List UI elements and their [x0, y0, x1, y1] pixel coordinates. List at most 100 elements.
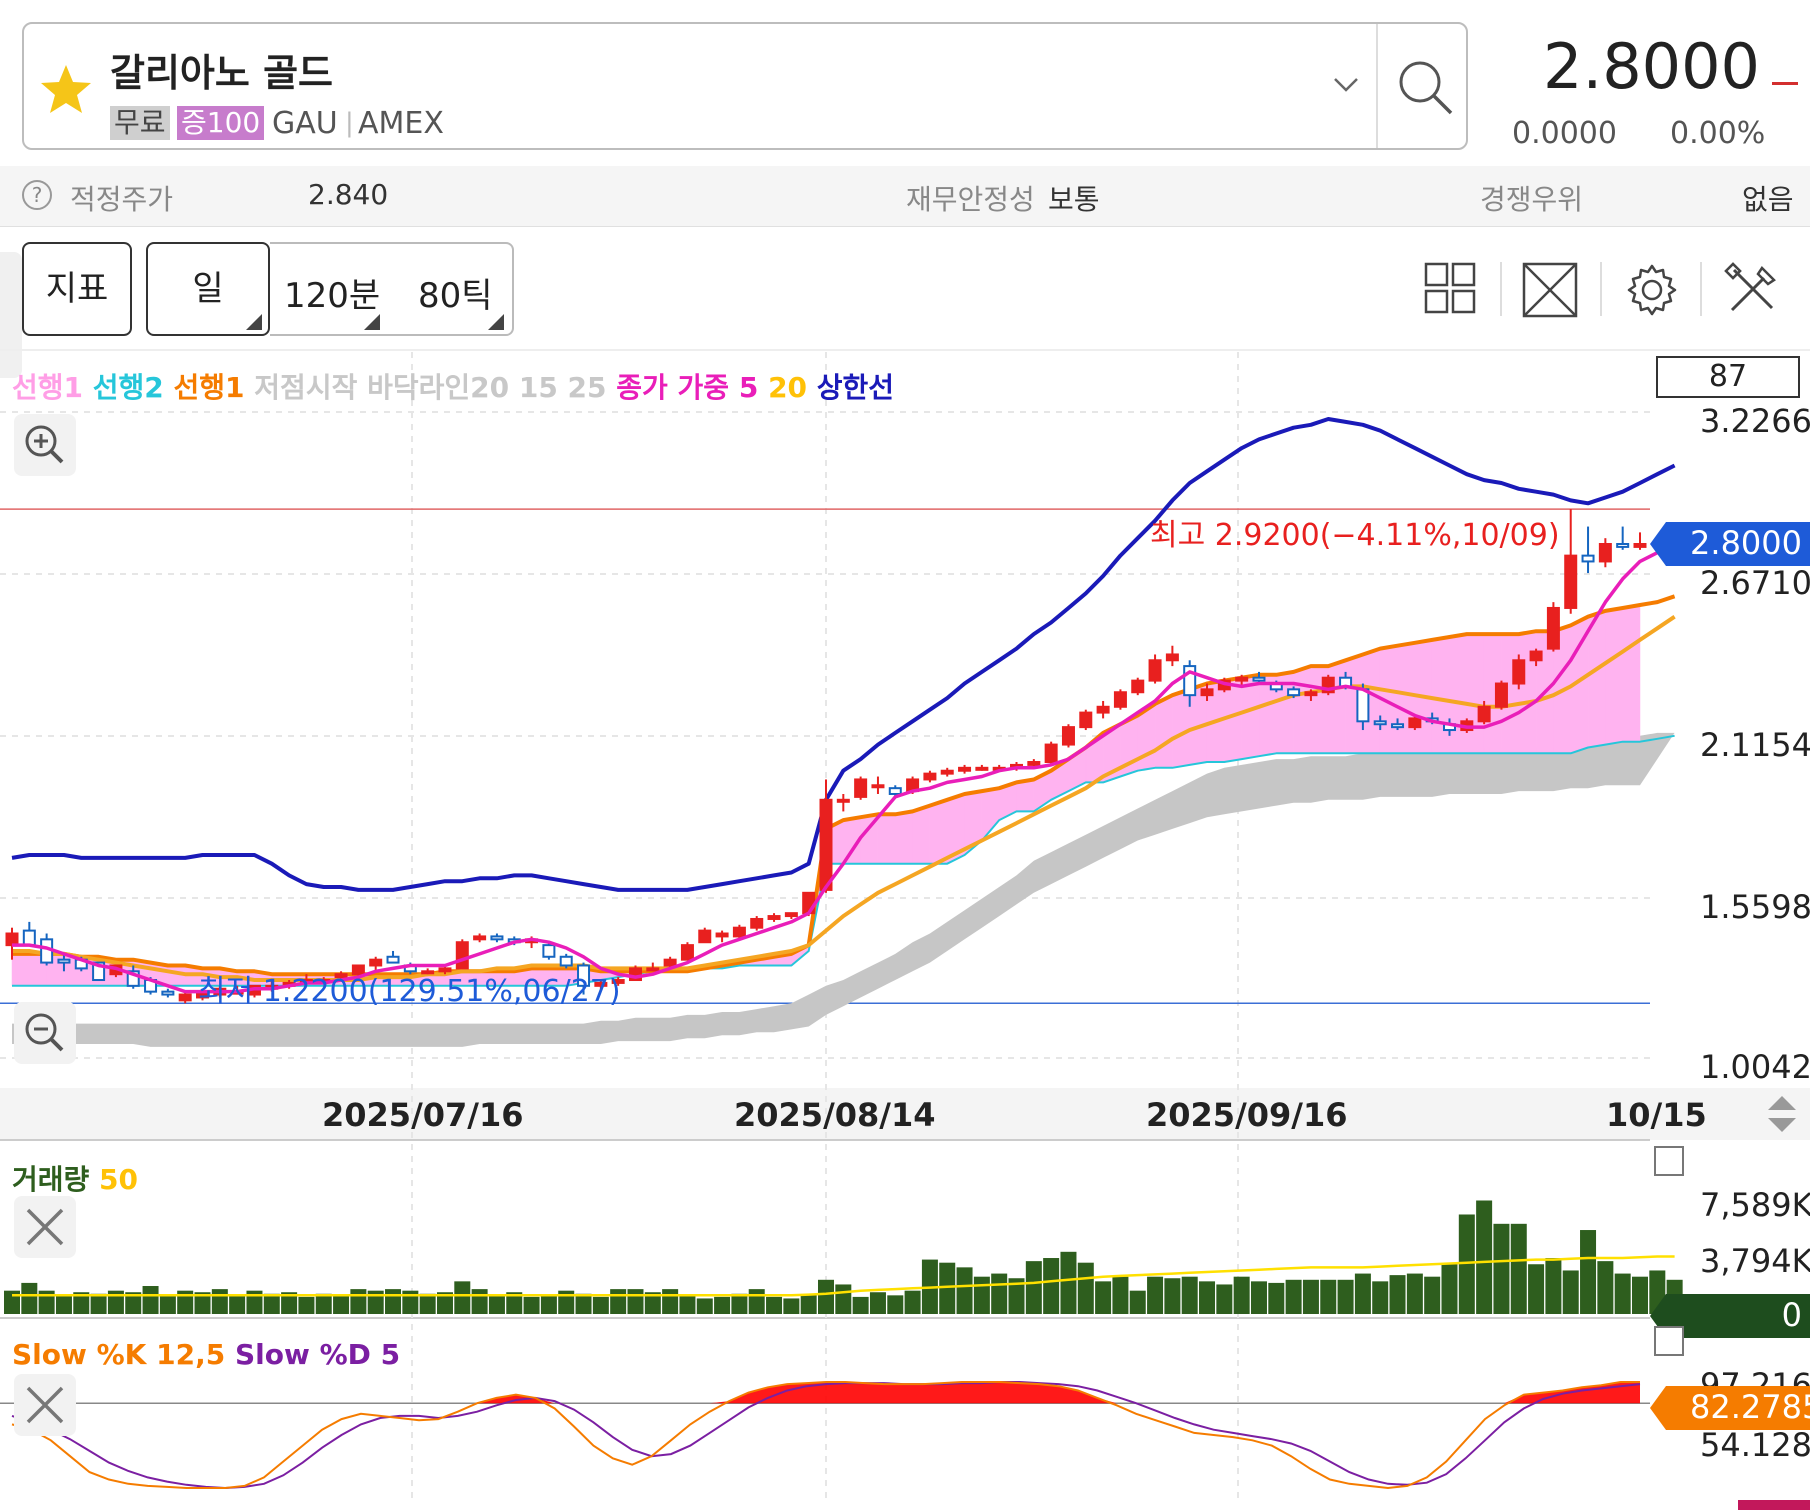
zoom-in-icon[interactable]	[14, 414, 76, 476]
volume-bar	[783, 1298, 800, 1314]
separator: |	[345, 108, 354, 138]
volume-bar	[644, 1292, 661, 1314]
candle-body	[975, 766, 989, 771]
volume-bar	[298, 1296, 315, 1314]
volume-bar	[1199, 1281, 1216, 1314]
zoom-out-icon[interactable]	[14, 1002, 76, 1064]
candle-body	[1321, 676, 1335, 694]
volume-bar	[55, 1295, 72, 1314]
candle-body	[1546, 606, 1560, 650]
volume-bar	[991, 1273, 1008, 1314]
volume-bar	[523, 1296, 540, 1314]
close-icon[interactable]	[14, 1374, 76, 1436]
candle-body	[1633, 543, 1647, 548]
volume-bar	[125, 1292, 142, 1314]
search-icon[interactable]	[1396, 58, 1456, 118]
menu-icon[interactable]	[1654, 1146, 1684, 1176]
candle-body	[178, 993, 192, 1002]
ma20-line	[12, 615, 1676, 982]
fair-price-label: 적정주가	[70, 183, 174, 216]
candle-body	[611, 979, 625, 984]
divider	[1500, 262, 1502, 316]
volume-bar	[575, 1293, 592, 1314]
candle-body	[92, 961, 106, 982]
candle-body	[1391, 723, 1405, 729]
candle-body	[1113, 691, 1127, 708]
price-axis-label: 1.0042	[1700, 1048, 1810, 1086]
candle-body	[421, 970, 435, 975]
volume-bar	[73, 1292, 90, 1314]
indicator-count-box: 87	[1656, 356, 1800, 398]
cloud-segment	[895, 811, 913, 864]
fair-price-value: 2.840	[308, 178, 389, 211]
chevron-down-icon[interactable]	[1332, 76, 1360, 94]
competitive-value: 없음	[1742, 183, 1794, 216]
candle-body	[1027, 761, 1041, 766]
tools-icon[interactable]	[1724, 262, 1780, 318]
candle-body	[438, 967, 452, 973]
cloud-segment	[1431, 636, 1450, 754]
stoch-badge-shape	[1650, 1386, 1810, 1430]
divider	[1600, 262, 1602, 316]
legend-bottom-line: 저점시작 바닥라인20 15 25	[254, 371, 607, 404]
span1-line	[12, 594, 1676, 977]
indicator-legend: 선행1 선행2 선행1 저점시작 바닥라인20 15 25 종가 가중 5 20…	[12, 366, 894, 406]
corner-mark	[488, 314, 504, 330]
legend-span1-line: 선행1	[173, 371, 245, 404]
volume-bar	[904, 1290, 921, 1314]
menu-icon[interactable]	[1654, 1326, 1684, 1356]
volume-bar	[1545, 1258, 1562, 1314]
volume-bar	[142, 1286, 159, 1314]
exchange-name: AMEX	[358, 106, 444, 141]
favorite-star-icon[interactable]	[38, 62, 94, 118]
volume-bar	[159, 1295, 176, 1314]
volume-bar	[471, 1289, 488, 1314]
volume-bar	[1077, 1262, 1094, 1314]
volume-axis-label: 7,589K	[1700, 1186, 1810, 1224]
ticker-symbol: GAU	[272, 106, 338, 141]
cloud-segment	[929, 799, 948, 864]
volume-bar	[1008, 1278, 1025, 1314]
side-panel-handle[interactable]	[0, 252, 22, 378]
volume-bar	[714, 1296, 731, 1314]
scroll-arrows-icon[interactable]	[1764, 1094, 1800, 1134]
period-80tick-button[interactable]: 80틱	[418, 276, 493, 316]
volume-bar	[973, 1276, 990, 1314]
current-price-badge: 2.8000	[1690, 524, 1802, 562]
candle-body	[594, 981, 608, 987]
bottom-accent	[1738, 1500, 1810, 1510]
legend-upper-band: 상한선	[816, 371, 895, 404]
volume-bar	[1302, 1279, 1319, 1314]
volume-bar	[90, 1293, 107, 1314]
candle-body	[542, 944, 556, 958]
volume-bar	[1424, 1276, 1441, 1314]
candle-body	[1356, 688, 1370, 723]
cloud-segment	[1293, 665, 1312, 754]
candle-body	[455, 941, 469, 970]
volume-bar	[419, 1293, 436, 1314]
volume-bar	[835, 1284, 852, 1314]
legend-span2: 선행2	[92, 371, 164, 404]
volume-bar	[506, 1292, 523, 1314]
candle-body	[958, 766, 972, 772]
candle-body	[473, 935, 487, 941]
volume-bar	[610, 1289, 627, 1314]
candle-body	[1148, 659, 1162, 682]
candle-body	[940, 769, 954, 775]
fullscreen-icon[interactable]	[1522, 262, 1578, 318]
volume-bar	[385, 1289, 402, 1314]
layout-grid-icon[interactable]	[1424, 262, 1476, 314]
gear-icon[interactable]	[1624, 262, 1680, 318]
cloud-segment	[877, 814, 896, 864]
period-120min-button[interactable]: 120분	[284, 276, 381, 316]
fin-stability-value: 보통	[1048, 183, 1100, 216]
date-label: 10/15	[1606, 1096, 1707, 1134]
volume-bar	[887, 1295, 904, 1314]
fin-stability-label: 재무안정성	[906, 183, 1035, 216]
help-icon[interactable]: ?	[22, 180, 52, 210]
candle-body	[1373, 720, 1387, 726]
cloud-segment	[1397, 642, 1416, 754]
indicator-button[interactable]: 지표	[22, 242, 132, 336]
close-icon[interactable]	[14, 1196, 76, 1258]
